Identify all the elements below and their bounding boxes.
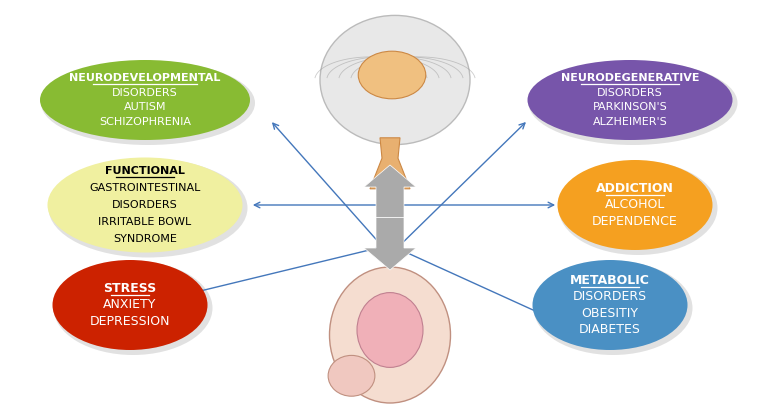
Text: OBESITIY: OBESITIY [581,307,639,319]
Text: DISORDERS: DISORDERS [573,290,647,303]
Text: DISORDERS: DISORDERS [597,88,663,98]
Ellipse shape [357,292,423,367]
Ellipse shape [54,261,213,355]
Text: FUNCTIONAL: FUNCTIONAL [105,166,185,176]
Text: DISORDERS: DISORDERS [112,200,178,210]
Text: PARKINSON'S: PARKINSON'S [593,102,668,112]
Text: ADDICTION: ADDICTION [596,182,674,196]
Text: GASTROINTESTINAL: GASTROINTESTINAL [90,183,201,193]
Ellipse shape [558,160,713,250]
Ellipse shape [559,161,717,255]
Text: ALCOHOL: ALCOHOL [605,198,665,211]
Ellipse shape [328,355,375,396]
Text: DISORDERS: DISORDERS [112,88,178,98]
FancyArrow shape [364,165,416,218]
Ellipse shape [48,159,248,258]
Text: IRRITABLE BOWL: IRRITABLE BOWL [98,217,192,227]
Ellipse shape [320,16,470,145]
Text: METABOLIC: METABOLIC [570,274,650,287]
Text: ANXIETY: ANXIETY [104,299,157,312]
Text: DEPRESSION: DEPRESSION [90,315,171,328]
Text: SYNDROME: SYNDROME [113,234,177,244]
Text: AUTISM: AUTISM [124,102,166,112]
Ellipse shape [528,61,738,145]
Ellipse shape [533,260,688,350]
Polygon shape [370,138,410,189]
Text: NEURODEGENERATIVE: NEURODEGENERATIVE [561,73,700,83]
Ellipse shape [534,261,693,355]
Ellipse shape [527,60,732,140]
Ellipse shape [40,60,250,140]
Ellipse shape [358,51,426,99]
Text: NEURODEVELOPMENTAL: NEURODEVELOPMENTAL [69,73,220,83]
Text: STRESS: STRESS [104,282,157,295]
FancyArrow shape [364,218,416,270]
Text: SCHIZOPHRENIA: SCHIZOPHRENIA [99,117,191,127]
Text: DIABETES: DIABETES [579,323,641,336]
Text: ALZHEIMER'S: ALZHEIMER'S [593,117,668,127]
Ellipse shape [41,61,255,145]
Ellipse shape [48,157,242,252]
Ellipse shape [52,260,207,350]
Ellipse shape [330,267,450,403]
Text: DEPENDENCE: DEPENDENCE [592,215,678,228]
